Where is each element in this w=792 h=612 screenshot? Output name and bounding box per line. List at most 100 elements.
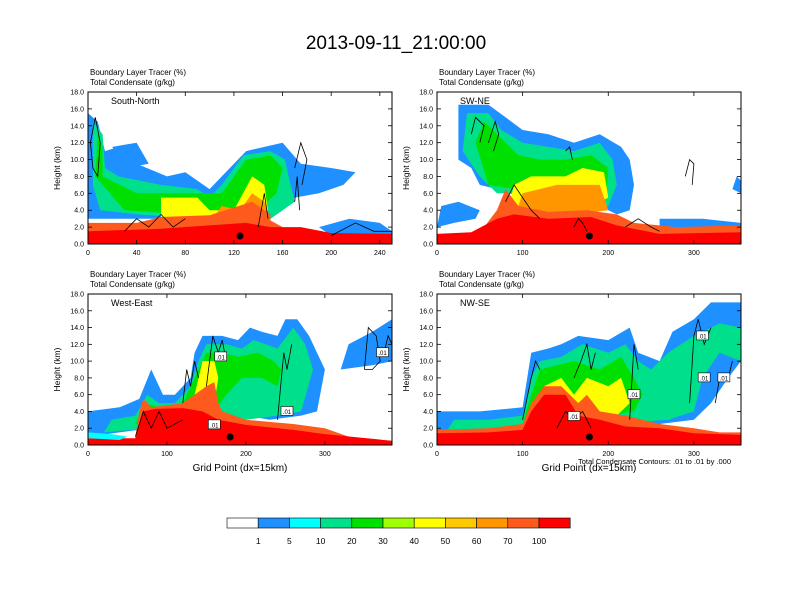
colorbar-swatch (257, 517, 290, 529)
panel-title: South-North (111, 96, 160, 106)
condensate-contour (331, 222, 392, 236)
panel-south-north: 0.0 2.0 4.0 6.0 8.0 10.0 12.0 14.0 16.0 18.0 0 40 80… (52, 68, 393, 257)
y-tick-label: 16.0 (419, 106, 433, 113)
condensate-contour (277, 344, 293, 420)
panel-title: SW-NE (460, 96, 490, 106)
condensate-contour (294, 176, 300, 211)
condensate-contour (522, 359, 541, 420)
y-tick-label: 14.0 (419, 123, 433, 130)
panel-sw-ne: 0.0 2.0 4.0 6.0 8.0 10.0 12.0 14.0 16.0 18.0 0 100 2… (401, 68, 742, 257)
contour-footnote: Total Condensate Contours: .01 to .01 by… (578, 457, 732, 466)
condensate-contour (488, 120, 500, 152)
y-tick-label: 4.0 (423, 409, 433, 416)
contour-label-box (696, 330, 709, 341)
y-axis-label: Height (km) (52, 146, 62, 190)
shaded-field: .01 .01 .01 .01 (88, 319, 392, 445)
condensate-contour (684, 158, 695, 185)
y-tick-label: 10.0 (419, 157, 433, 164)
y-tick-label: 8.0 (74, 174, 84, 181)
panel-title: NW-SE (460, 298, 490, 308)
y-tick-label: 18.0 (419, 90, 433, 97)
colorbar-swatch (507, 517, 540, 529)
condensate-contour (383, 334, 392, 353)
x-tick-label: 100 (161, 451, 173, 458)
shaded-field (437, 104, 741, 244)
x-axis-label: Grid Point (dx=15km) (193, 463, 288, 474)
contour-label: .01 (700, 376, 709, 382)
plot-frame (436, 293, 742, 446)
y-tick-label: 16.0 (70, 308, 84, 315)
x-tick-label: 100 (517, 451, 529, 458)
location-marker (585, 232, 593, 240)
y-axis-label: Height (km) (401, 347, 411, 391)
variable-label: Total Condensate (g/kg) (439, 78, 524, 87)
x-tick-label: 200 (602, 451, 614, 458)
y-tick-label: 16.0 (419, 308, 433, 315)
tracer-region (88, 432, 128, 440)
contour-label: .01 (210, 423, 219, 429)
contour-label: .01 (216, 355, 225, 361)
colorbar-swatch (445, 517, 477, 529)
colorbar-swatch (382, 517, 415, 529)
x-tick-label: 300 (688, 451, 700, 458)
y-tick-label: 6.0 (423, 191, 433, 198)
y-tick-label: 12.0 (70, 342, 84, 349)
y-tick-label: 4.0 (74, 409, 84, 416)
y-tick-label: 18.0 (419, 292, 433, 299)
variable-label: Boundary Layer Tracer (%) (90, 68, 186, 77)
x-tick-label: 0 (86, 451, 90, 458)
x-tick-label: 200 (240, 451, 252, 458)
variable-label: Total Condensate (g/kg) (439, 280, 524, 289)
y-tick-label: 6.0 (423, 392, 433, 399)
x-tick-label: 0 (435, 451, 439, 458)
x-tick-label: 300 (319, 451, 331, 458)
location-marker (226, 433, 234, 441)
y-tick-label: 6.0 (74, 191, 84, 198)
colorbar-label: 10 (316, 536, 326, 546)
x-tick-label: 200 (602, 250, 614, 257)
tracer-region (732, 176, 741, 194)
tracer-region (88, 408, 392, 445)
panel-nw-se: .01 .01 .01 .01 .01 0.0 2.0 4.0 6.0 8.0 10.0 12.0 14… (401, 270, 742, 474)
y-tick-label: 10.0 (70, 157, 84, 164)
colorbar-label: 40 (409, 536, 419, 546)
condensate-contour (90, 117, 101, 178)
y-tick-label: 12.0 (419, 342, 433, 349)
colorbar-label: 1 (256, 536, 261, 546)
x-tick-label: 160 (277, 250, 289, 257)
y-tick-label: 2.0 (423, 225, 433, 232)
colorbar-swatch (289, 517, 321, 529)
panel-west-east: .01 .01 .01 .01 0.0 2.0 4.0 6.0 8.0 10.0 12.0 14.0 1… (52, 270, 393, 474)
y-tick-label: 12.0 (419, 140, 433, 147)
contour-label: .01 (283, 410, 292, 416)
colorbar-label: 50 (441, 536, 451, 546)
x-tick-label: 80 (181, 250, 189, 257)
condensate-contour (573, 342, 596, 379)
contour-label: .01 (720, 376, 729, 382)
colorbar-label: 5 (287, 536, 292, 546)
y-tick-label: 8.0 (74, 375, 84, 382)
contour-label-box (376, 347, 389, 358)
y-tick-label: 18.0 (70, 292, 84, 299)
x-tick-label: 120 (228, 250, 240, 257)
y-axis-label: Height (km) (401, 146, 411, 190)
y-tick-label: 14.0 (419, 325, 433, 332)
shaded-field: .01 .01 .01 .01 .01 (437, 302, 741, 445)
condensate-contour (470, 116, 485, 143)
tracer-region (95, 134, 283, 215)
y-tick-label: 0.0 (74, 443, 84, 450)
contour-label-box (627, 389, 641, 399)
colorbar-swatch (413, 517, 446, 529)
colorbar-swatch (320, 517, 353, 529)
colorbar: 1 5 10 20 30 40 50 60 70 100 (226, 517, 571, 546)
colorbar-label: 70 (503, 536, 513, 546)
plot-frame (436, 91, 742, 245)
y-tick-label: 10.0 (419, 359, 433, 366)
condensate-contour (565, 146, 573, 160)
y-tick-label: 8.0 (423, 174, 433, 181)
y-axis-label: Height (km) (52, 347, 62, 391)
condensate-contour (257, 193, 269, 228)
x-tick-label: 0 (435, 250, 439, 257)
colorbar-swatch (538, 517, 571, 529)
y-tick-label: 16.0 (70, 106, 84, 113)
